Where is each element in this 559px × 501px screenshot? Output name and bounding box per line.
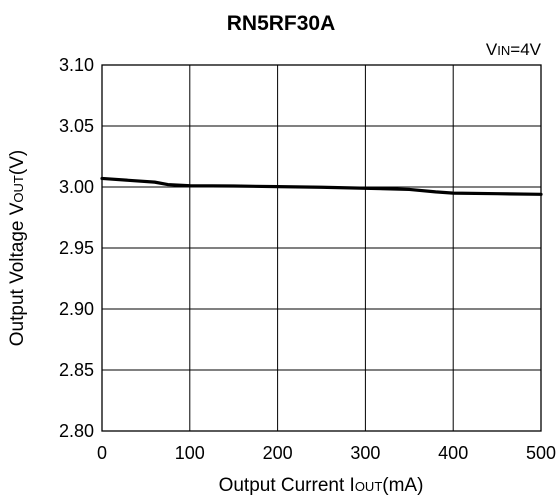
annotation-main: V bbox=[486, 40, 498, 59]
x-axis-label-main: Output Current I bbox=[219, 475, 355, 496]
y-tick-label: 2.95 bbox=[59, 238, 94, 258]
x-axis-label-sub: OUT bbox=[355, 479, 383, 494]
annotation-sub: IN bbox=[497, 43, 510, 58]
y-tick-label: 3.00 bbox=[59, 177, 94, 197]
series-line bbox=[100, 176, 543, 196]
x-tick-label: 200 bbox=[263, 443, 293, 463]
y-tick-label: 2.80 bbox=[59, 421, 94, 441]
x-tick-label: 0 bbox=[97, 443, 107, 463]
y-tick-label: 3.10 bbox=[59, 55, 94, 75]
x-tick-labels: 0 100 200 300 400 500 bbox=[97, 443, 556, 463]
x-axis-label-rest: (mA) bbox=[382, 475, 423, 496]
grid-lines bbox=[102, 65, 541, 431]
y-tick-labels: 3.10 3.05 3.00 2.95 2.90 2.85 2.80 bbox=[59, 55, 94, 441]
y-axis-label-main: Output Voltage V bbox=[7, 202, 28, 346]
y-axis-label: Output Voltage VOUT(V) bbox=[7, 150, 28, 346]
y-tick-label: 3.05 bbox=[59, 116, 94, 136]
chart-title: RN5RF30A bbox=[227, 12, 336, 35]
plot-area-frame bbox=[101, 64, 542, 432]
annotation-rest: =4V bbox=[510, 40, 541, 59]
condition-annotation: VIN=4V bbox=[486, 40, 542, 59]
x-tick-label: 300 bbox=[350, 443, 380, 463]
x-axis-label: Output Current IOUT(mA) bbox=[219, 475, 424, 496]
x-tick-label: 400 bbox=[438, 443, 468, 463]
x-tick-label: 100 bbox=[175, 443, 205, 463]
y-tick-label: 2.90 bbox=[59, 299, 94, 319]
x-tick-label: 500 bbox=[526, 443, 556, 463]
y-axis-label-rest: (V) bbox=[7, 150, 28, 175]
y-axis-label-sub: OUT bbox=[11, 175, 26, 203]
y-tick-label: 2.85 bbox=[59, 360, 94, 380]
